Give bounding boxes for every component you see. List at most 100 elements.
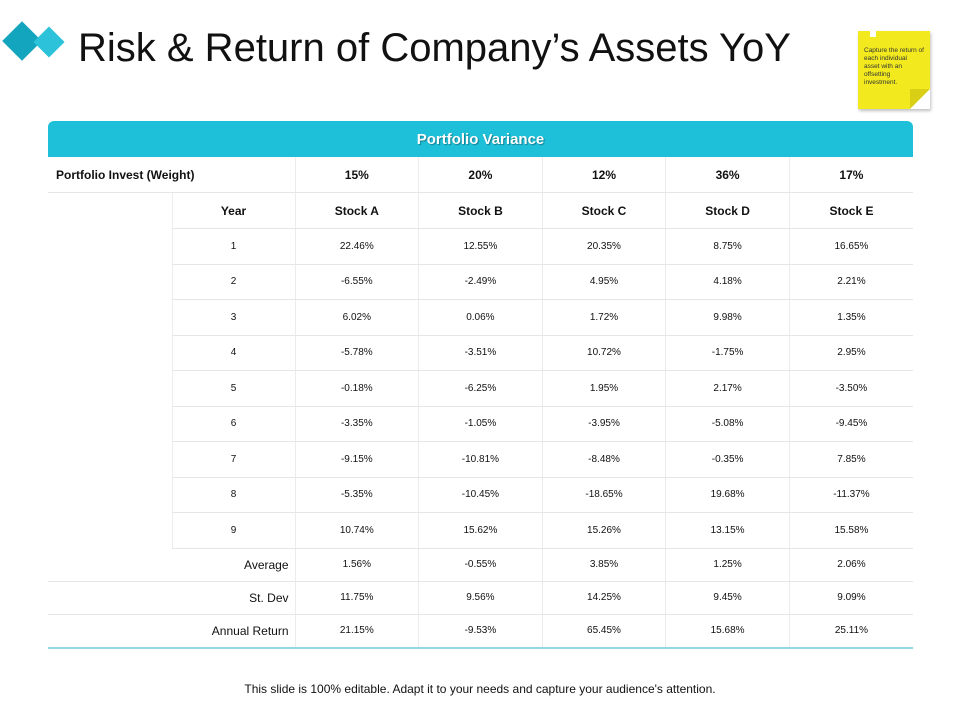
- year-cell: 3: [171, 299, 296, 336]
- weight-cell: 20%: [418, 157, 543, 193]
- column-header-row: Year Stock A Stock B Stock C Stock D Sto…: [48, 192, 913, 229]
- spacer-cell: [48, 300, 172, 336]
- return-cell: -3.50%: [788, 370, 913, 407]
- portfolio-variance-table: Portfolio Variance Portfolio Invest (Wei…: [48, 121, 913, 649]
- weight-cell: 12%: [541, 157, 666, 193]
- sticky-note-text: Capture the return of each individual as…: [864, 47, 924, 86]
- spacer-cell: [48, 371, 172, 407]
- stat-cell: 25.11%: [788, 614, 913, 649]
- year-cell: 7: [171, 441, 296, 478]
- return-cell: -10.45%: [418, 477, 543, 513]
- stat-cell: 65.45%: [541, 614, 666, 649]
- spacer-cell: [48, 193, 172, 229]
- stat-label: Average: [48, 548, 296, 582]
- return-cell: 2.17%: [665, 370, 790, 407]
- spacer-cell: [48, 477, 172, 513]
- spacer-cell: [48, 264, 172, 300]
- year-cell: 6: [171, 406, 296, 442]
- return-cell: -18.65%: [541, 477, 666, 513]
- return-cell: 22.46%: [294, 228, 419, 265]
- return-cell: 6.02%: [294, 299, 419, 336]
- spacer-cell: [48, 406, 172, 442]
- sticky-note-tab: [870, 31, 876, 37]
- logo-diamond-dark: [2, 21, 42, 61]
- return-cell: 16.65%: [788, 228, 913, 265]
- table-header: Portfolio Variance: [48, 121, 913, 157]
- table-row: 5 -0.18% -6.25% 1.95% 2.17% -3.50%: [48, 370, 913, 407]
- table-row: 6 -3.35% -1.05% -3.95% -5.08% -9.45%: [48, 406, 913, 442]
- return-cell: 2.95%: [788, 335, 913, 371]
- stat-row: Annual Return 21.15% -9.53% 65.45% 15.68% 25.…: [48, 614, 913, 649]
- logo-diamond-light: [33, 26, 65, 58]
- return-cell: 15.58%: [788, 512, 913, 549]
- table-row: 7 -9.15% -10.81% -8.48% -0.35% 7.85%: [48, 441, 913, 478]
- footer-text: This slide is 100% editable. Adapt it to…: [244, 682, 716, 696]
- weight-cell: 17%: [788, 157, 913, 193]
- slide-title: Risk & Return of Company’s Assets YoY: [78, 26, 791, 70]
- return-cell: 13.15%: [665, 512, 790, 549]
- return-cell: -3.95%: [541, 406, 666, 442]
- return-cell: 0.06%: [418, 299, 543, 336]
- table-body: Portfolio Invest (Weight) 15% 20% 12% 36…: [48, 157, 913, 649]
- stat-row: Average 1.56% -0.55% 3.85% 1.25% 2.06%: [48, 548, 913, 582]
- column-header: Year: [171, 192, 296, 229]
- return-cell: 15.26%: [541, 512, 666, 549]
- table-row: 3 6.02% 0.06% 1.72% 9.98% 1.35%: [48, 299, 913, 336]
- return-cell: -3.51%: [418, 335, 543, 371]
- return-cell: 1.95%: [541, 370, 666, 407]
- weight-cell: 36%: [665, 157, 790, 193]
- stat-label: St. Dev: [48, 581, 296, 615]
- column-header: Stock C: [541, 192, 666, 229]
- return-cell: -6.55%: [294, 264, 419, 300]
- spacer-cell: [48, 335, 172, 371]
- return-cell: 4.18%: [665, 264, 790, 300]
- return-cell: -5.35%: [294, 477, 419, 513]
- stat-cell: 9.09%: [788, 581, 913, 615]
- return-cell: -1.05%: [418, 406, 543, 442]
- return-cell: 12.55%: [418, 228, 543, 265]
- return-cell: 19.68%: [665, 477, 790, 513]
- spacer-cell: [48, 513, 172, 549]
- spacer-cell: [48, 229, 172, 265]
- return-cell: -0.35%: [665, 441, 790, 478]
- return-cell: -8.48%: [541, 441, 666, 478]
- return-cell: 20.35%: [541, 228, 666, 265]
- return-cell: 4.95%: [541, 264, 666, 300]
- weight-cell: 15%: [294, 157, 419, 193]
- sticky-note: Capture the return of each individual as…: [858, 31, 930, 109]
- return-cell: 2.21%: [788, 264, 913, 300]
- return-cell: 1.35%: [788, 299, 913, 336]
- return-cell: 7.85%: [788, 441, 913, 478]
- column-header: Stock A: [294, 192, 419, 229]
- return-cell: -0.18%: [294, 370, 419, 407]
- stat-row: St. Dev 11.75% 9.56% 14.25% 9.45% 9.09%: [48, 581, 913, 615]
- return-cell: 15.62%: [418, 512, 543, 549]
- stat-label: Annual Return: [48, 614, 296, 649]
- year-cell: 8: [171, 477, 296, 513]
- spacer-cell: [48, 442, 172, 478]
- stat-cell: -9.53%: [418, 614, 543, 649]
- return-cell: -11.37%: [788, 477, 913, 513]
- return-cell: -9.45%: [788, 406, 913, 442]
- return-cell: -5.78%: [294, 335, 419, 371]
- year-cell: 1: [171, 228, 296, 265]
- column-header: Stock E: [788, 192, 913, 229]
- stat-cell: 14.25%: [541, 581, 666, 615]
- stat-cell: 11.75%: [294, 581, 419, 615]
- sticky-note-fold: [910, 89, 930, 109]
- return-cell: 9.98%: [665, 299, 790, 336]
- return-cell: -2.49%: [418, 264, 543, 300]
- stat-cell: 3.85%: [541, 548, 666, 582]
- return-cell: 8.75%: [665, 228, 790, 265]
- return-cell: 1.72%: [541, 299, 666, 336]
- weight-row: Portfolio Invest (Weight) 15% 20% 12% 36…: [48, 157, 913, 193]
- stat-cell: 1.56%: [294, 548, 419, 582]
- year-cell: 9: [171, 512, 296, 549]
- stat-cell: 15.68%: [665, 614, 790, 649]
- return-cell: -3.35%: [294, 406, 419, 442]
- weight-label: Portfolio Invest (Weight): [48, 157, 296, 193]
- table-row: 8 -5.35% -10.45% -18.65% 19.68% -11.37%: [48, 477, 913, 513]
- table-row: 1 22.46% 12.55% 20.35% 8.75% 16.65%: [48, 228, 913, 265]
- return-cell: 10.72%: [541, 335, 666, 371]
- return-cell: -9.15%: [294, 441, 419, 478]
